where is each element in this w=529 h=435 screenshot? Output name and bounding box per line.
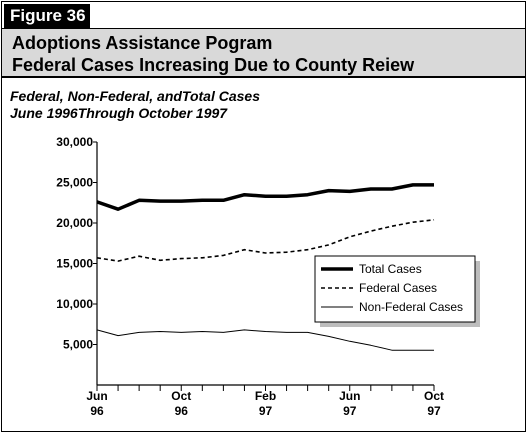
- figure-label: Figure 36: [4, 4, 90, 28]
- y-tick-label: 15,000: [56, 257, 93, 271]
- chart-legend: Total Cases Federal Cases Non-Federal Case…: [314, 255, 480, 327]
- y-tick-label: 10,000: [56, 297, 93, 311]
- series-line-total-cases: [96, 183, 434, 211]
- y-tick-label: 5,000: [63, 338, 93, 352]
- chart-axes: 5,00010,00015,00020,00025,00030,000Jun96…: [56, 135, 444, 418]
- x-tick-label: 96: [90, 404, 104, 418]
- y-tick-label: 25,000: [56, 176, 93, 190]
- chart-series: [96, 183, 435, 351]
- x-tick-label: Jun: [86, 389, 107, 403]
- chart-subtitle-line-1: Federal, Non-Federal, andTotal Cases: [10, 88, 260, 104]
- x-tick-label: Oct: [171, 389, 191, 403]
- x-tick-label: 97: [343, 404, 357, 418]
- y-tick-label: 30,000: [56, 135, 93, 149]
- chart-subtitle-line-2: June 1996Through October 1997: [10, 105, 228, 121]
- y-tick-label: 20,000: [56, 216, 93, 230]
- legend-label: Federal Cases: [359, 281, 437, 295]
- series-line-federal-cases: [96, 219, 435, 262]
- title-bar: Adoptions Assistance Pogram Federal Case…: [2, 28, 525, 78]
- series-line-non-federal-cases: [96, 329, 434, 351]
- x-tick-label: Jun: [339, 389, 360, 403]
- legend-label: Non-Federal Cases: [359, 300, 463, 314]
- chart-title-line-2: Federal Cases Increasing Due to County R…: [12, 55, 415, 75]
- legend-box: [314, 255, 476, 323]
- legend-label: Total Cases: [359, 262, 422, 276]
- x-tick-label: Oct: [424, 389, 444, 403]
- x-tick-label: 97: [259, 404, 273, 418]
- chart-title-line-1: Adoptions Assistance Pogram: [12, 33, 273, 53]
- x-tick-label: Feb: [255, 389, 276, 403]
- x-tick-label: 97: [427, 404, 441, 418]
- x-tick-label: 96: [175, 404, 189, 418]
